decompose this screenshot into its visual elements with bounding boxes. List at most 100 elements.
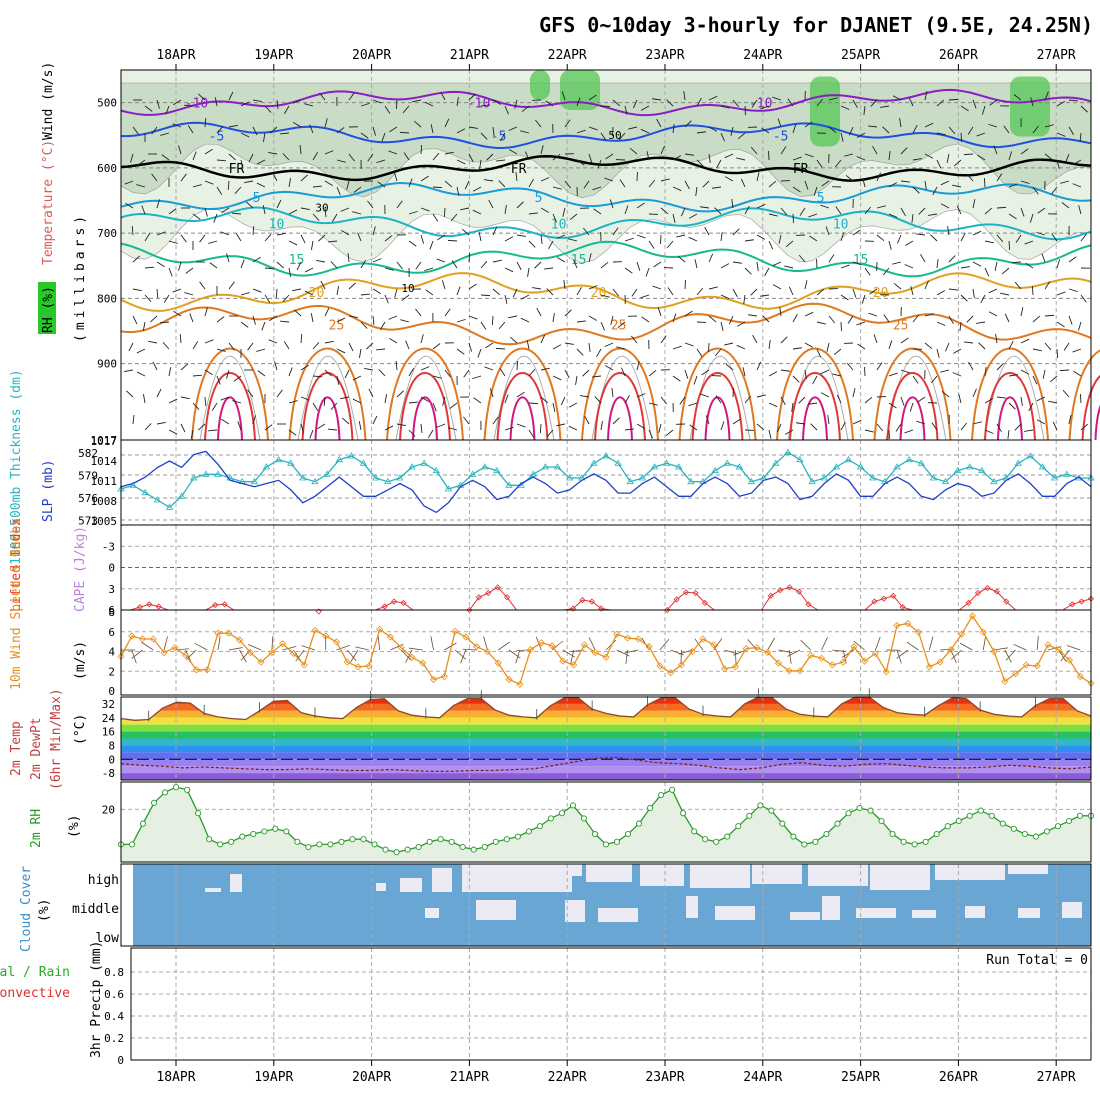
date-label-bottom: 26APR (939, 1070, 978, 1085)
cloud-block (686, 896, 698, 918)
wind-barb (1020, 207, 1025, 217)
wind-barb (936, 321, 946, 326)
wind-speed-point (192, 666, 201, 674)
wind-barb (346, 180, 350, 190)
wind-barb (288, 429, 297, 436)
precip-tick: 0.4 (104, 1010, 124, 1023)
temp-band (121, 697, 1091, 704)
rh-point (757, 802, 764, 809)
wind-barb (624, 237, 634, 242)
rh-point (382, 846, 389, 853)
rh-point (139, 820, 147, 827)
slp-tick: 1005 (91, 515, 118, 528)
wind-barb (527, 267, 530, 277)
temp-tick: -8 (102, 767, 115, 780)
wind-barb (1065, 153, 1070, 163)
wind-barb (276, 261, 284, 269)
wind-barb (1080, 294, 1087, 303)
wind-barb (768, 213, 778, 217)
wind-barb (515, 649, 521, 664)
wind-speed-point (688, 647, 696, 656)
thickness-point (153, 496, 162, 503)
temp-axis-label-3: (6hr Min/Max) (49, 688, 64, 790)
wind-barb (420, 423, 423, 433)
wind-barb (257, 370, 266, 377)
wind-barb (125, 202, 134, 209)
wind-barb (576, 320, 586, 323)
wind-barb (936, 159, 942, 169)
wind-barb (876, 172, 881, 182)
wind-barb (1056, 100, 1065, 107)
wind-barb (659, 639, 670, 651)
thickness-point (541, 463, 550, 470)
thickness-point (347, 452, 356, 459)
wind-barb (672, 124, 675, 134)
wind-barb (875, 636, 881, 651)
temperature-contour (120, 88, 1092, 117)
temperature-contour (1068, 349, 1100, 441)
wind-barb (207, 429, 218, 432)
wind-speed-point (279, 640, 287, 648)
li-point (1078, 598, 1085, 605)
wind-barb (857, 343, 866, 350)
thickness-axis-labels: 1000-500mb Thickness (dm) SLP (mb) (9, 369, 56, 565)
thickness-point (202, 470, 210, 477)
li-point (673, 596, 680, 603)
wind-barb (960, 294, 968, 302)
wind-barb (912, 186, 920, 194)
wind-barb (504, 426, 514, 431)
wind-barb (348, 153, 355, 162)
wind-barb (180, 423, 186, 433)
temp-band (121, 703, 1091, 711)
wind-barb (688, 236, 698, 242)
wind-barb (1042, 369, 1046, 379)
wind-barb (972, 388, 977, 398)
li-point (212, 601, 219, 609)
wind-barb (348, 342, 354, 352)
wind-barb (700, 206, 710, 209)
wind-barb (852, 419, 862, 425)
wind-barb (516, 391, 525, 398)
wind-barb (408, 647, 423, 651)
wind-speed-point (699, 635, 707, 643)
rh-point (624, 830, 632, 838)
wind-barb (324, 150, 334, 155)
wind-barb (288, 267, 292, 277)
wind-barb (228, 153, 236, 161)
wind-barb (1056, 132, 1066, 137)
li-point (692, 589, 699, 597)
wind-barb (546, 429, 554, 438)
wind-barb (844, 153, 854, 157)
wind-barb (768, 340, 771, 350)
wind-barb (868, 312, 878, 317)
y-tick-label: 1017 (91, 434, 118, 447)
wind-barb (209, 262, 218, 269)
wind-barb (684, 180, 690, 190)
contour-label: 5 (817, 191, 825, 206)
wind-barb (442, 396, 446, 406)
wind-barb (228, 647, 243, 651)
wind-barb (720, 232, 723, 242)
wind-barb (852, 288, 857, 298)
wind-barb (180, 396, 190, 400)
li-point (485, 589, 492, 597)
date-label-bottom: 20APR (352, 1070, 391, 1085)
li-point (871, 598, 878, 605)
wind-barb (946, 153, 950, 163)
wind-barb (1008, 151, 1013, 161)
wind-barb (403, 152, 410, 161)
wind-barb (953, 159, 962, 167)
wind-barb (810, 423, 818, 431)
wind-barb (1015, 234, 1022, 243)
temp-axis-label-1: 2m Temp (9, 721, 24, 776)
cloud-block (822, 896, 840, 920)
wind-barb (888, 240, 892, 250)
cloud-block (205, 888, 221, 892)
wind-barb (966, 315, 974, 323)
thickness-point (420, 459, 428, 466)
date-label-bottom: 27APR (1037, 1070, 1076, 1085)
temp-tick: 8 (108, 739, 115, 752)
wind-barb (788, 286, 794, 296)
temperature-contour (120, 206, 1092, 241)
wind-barb (761, 127, 770, 134)
